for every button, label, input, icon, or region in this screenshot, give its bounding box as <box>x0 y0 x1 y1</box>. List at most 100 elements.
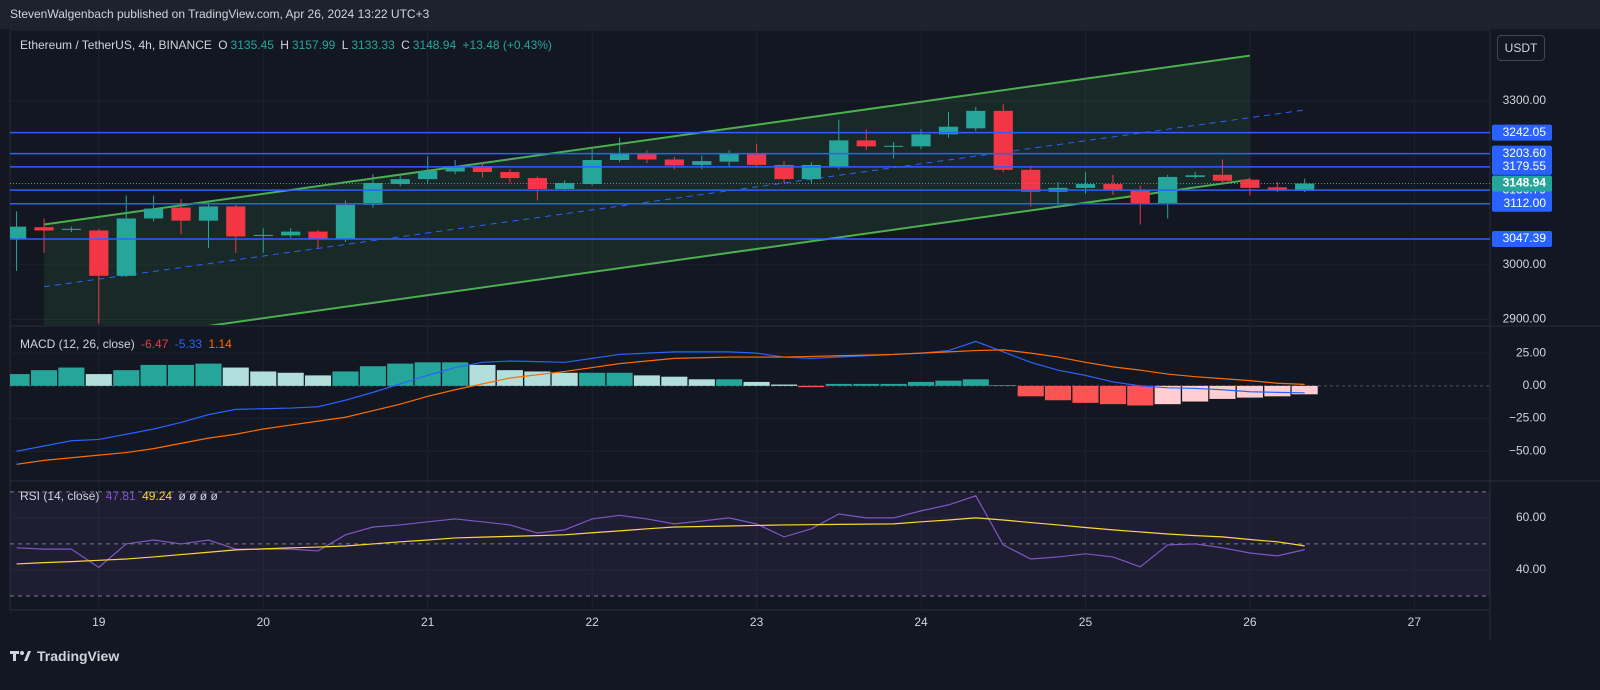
histogram-bar <box>661 376 688 386</box>
histogram-bar <box>716 379 743 386</box>
histogram-bar <box>222 367 249 386</box>
histogram-bar <box>825 383 852 386</box>
candle-body <box>116 218 136 276</box>
level-tag <box>1492 158 1552 175</box>
histogram-bar <box>962 379 989 386</box>
y-tick-label: 60.00 <box>1516 510 1546 524</box>
histogram-bar <box>1044 385 1072 401</box>
close-key: C <box>401 38 410 52</box>
histogram-bar <box>167 364 195 386</box>
candle-body <box>609 153 630 161</box>
histogram-bar <box>442 362 469 386</box>
histogram-bar <box>1291 385 1318 395</box>
histogram-bar <box>58 367 85 386</box>
histogram-bar <box>277 372 304 386</box>
histogram-bar <box>359 366 386 386</box>
logo-icon <box>10 651 31 661</box>
candle-body <box>418 170 438 180</box>
histogram-bar <box>853 383 880 386</box>
candle-body <box>1021 169 1041 192</box>
candle-body <box>527 178 547 189</box>
y-tick-label: −50.00 <box>1509 443 1546 457</box>
level-label: 3203.60 <box>1503 146 1547 160</box>
change: +13.48 (+0.43%) <box>462 38 552 52</box>
candle-body <box>555 182 575 189</box>
histogram-bar <box>250 371 277 386</box>
channel-lower <box>208 178 1251 325</box>
histogram-bar <box>1209 385 1236 399</box>
macd-title: MACD (12, 26, close) <box>20 337 135 351</box>
x-tick-label: 19 <box>92 615 106 629</box>
histogram-bar <box>469 364 496 386</box>
indicator-line <box>16 517 1305 565</box>
candle-body <box>1295 183 1315 191</box>
pane <box>10 54 1315 325</box>
high-key: H <box>280 38 289 52</box>
chart: 19 20 21 22 23 24 25 26 27 2900.00 3000.00 3300.00 −… <box>9 29 1600 640</box>
candle-body <box>719 154 739 162</box>
candle-body <box>1130 190 1150 204</box>
candle-body <box>664 159 684 166</box>
x-tick-label: 26 <box>1243 615 1257 629</box>
candle-body <box>911 134 931 147</box>
candle-body <box>335 204 356 240</box>
histogram-bar <box>10 374 30 386</box>
high-value: 3157.99 <box>291 38 336 52</box>
macd-legend: MACD (12, 26, close) -6.47 -5.33 1.14 <box>20 337 235 351</box>
open-value: 3135.45 <box>230 38 274 52</box>
histogram-bar <box>579 372 606 386</box>
rsi-ma-value: 49.24 <box>142 489 173 503</box>
rsi-legend: RSI (14, close) 47.81 49.24 ø ø ø ø <box>20 489 221 503</box>
candle-body <box>1103 184 1123 191</box>
level-tag <box>1492 195 1552 212</box>
candle-body <box>801 164 821 180</box>
level-label: 3242.05 <box>1503 125 1547 139</box>
candle-body <box>883 145 904 147</box>
candle-body <box>472 166 493 173</box>
pane <box>10 340 1318 465</box>
header-bar: StevenWalgenbach published on TradingVie… <box>0 0 1600 29</box>
candle-body <box>445 166 465 172</box>
level-label: 3047.39 <box>1503 231 1547 245</box>
histogram-bar <box>770 384 798 386</box>
level-label: 3112.00 <box>1504 196 1547 210</box>
rsi-extra: ø ø ø ø <box>178 489 218 503</box>
candle-body <box>281 231 301 236</box>
indicator-line <box>16 349 1305 465</box>
candle-body <box>198 206 219 221</box>
y-tick-label: 3000.00 <box>1503 257 1547 271</box>
rsi-title: RSI (14, close) <box>20 489 100 503</box>
symbol: Ethereum / TetherUS, 4h, BINANCE <box>20 38 212 52</box>
pane <box>10 491 1490 597</box>
candle-body <box>253 234 273 236</box>
y-tick-label: 40.00 <box>1516 562 1546 576</box>
price-legend: Ethereum / TetherUS, 4h, BINANCE O 3135.4… <box>20 38 555 52</box>
hist-value: -6.47 <box>141 337 169 351</box>
y-tick-label: 3300.00 <box>1503 93 1547 107</box>
histogram-bar <box>304 375 332 386</box>
y-tick-label: 2900.00 <box>1503 312 1547 326</box>
x-tick-label: 25 <box>1079 615 1093 629</box>
y-tick-label: −25.00 <box>1509 411 1546 425</box>
signal-value: 1.14 <box>208 337 232 351</box>
last-price-tag <box>1492 175 1552 192</box>
footer: TradingView <box>10 648 119 664</box>
histogram-bar <box>798 385 825 388</box>
histogram-bar <box>935 380 962 386</box>
histogram-bar <box>1182 385 1209 402</box>
candle-body <box>363 182 383 205</box>
y-tick-label: 25.00 <box>1516 345 1546 359</box>
x-tick-label: 24 <box>914 615 928 629</box>
histogram-bar <box>1099 385 1126 405</box>
candle-body <box>993 110 1013 170</box>
x-tick-label: 21 <box>421 615 435 629</box>
brand: TradingView <box>37 648 120 664</box>
currency-button[interactable]: USDT <box>1497 35 1545 61</box>
candle-body <box>966 110 986 129</box>
histogram-bar <box>1072 385 1099 403</box>
candle-body <box>308 231 328 240</box>
histogram-bar <box>688 379 715 386</box>
histogram-bar <box>332 371 359 386</box>
histogram-bar <box>1154 385 1181 405</box>
candle-body <box>856 140 876 147</box>
